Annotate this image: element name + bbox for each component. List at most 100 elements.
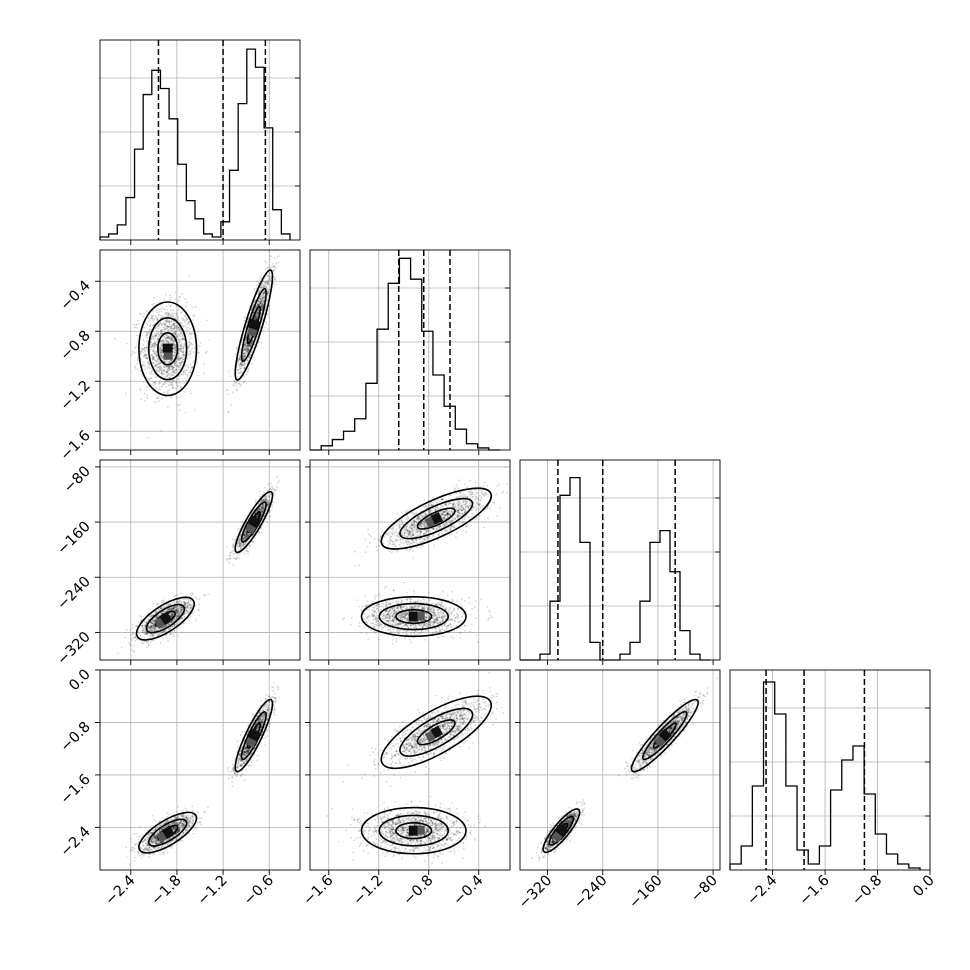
scatter-point [255,318,257,321]
scatter-point [160,305,163,308]
scatter-point [169,381,172,384]
scatter-point [261,305,264,308]
panel-frame [519,459,721,661]
scatter-point [175,334,178,337]
scatter-point [160,429,162,432]
scatter-point [243,363,246,365]
scatter-point [177,353,180,355]
scatter-point [190,371,192,374]
scatter-point [186,610,189,613]
scatter-point [267,290,270,293]
scatter-point [180,386,183,389]
scatter-point [153,296,156,299]
scatter-point [166,365,169,368]
scatter-point [244,349,247,352]
scatter-point [176,318,179,321]
scatter-point [143,399,146,402]
scatter-point [164,630,167,633]
scatter-point [167,325,170,328]
scatter-point [172,620,175,623]
scatter-point [172,327,175,330]
scatter-point [169,327,172,330]
scatter-point [143,313,145,315]
scatter-point [247,344,249,347]
scatter-point [146,394,148,397]
scatter-point [229,375,232,378]
scatter-point [148,627,151,630]
scatter-point [150,353,153,356]
scatter-point [254,314,257,316]
scatter-point [161,356,164,358]
scatter-point [182,600,185,603]
scatter-point [236,385,238,388]
scatter-point [153,625,156,628]
scatter-point [168,329,170,331]
scatter-point [168,336,170,339]
scatter-point [128,641,131,644]
scatter-point [189,603,192,606]
scatter-point [188,335,190,338]
scatter-point [182,370,185,373]
scatter-point [189,615,191,618]
scatter-point [157,634,160,636]
scatter-point [139,350,142,353]
scatter-point [171,313,174,316]
scatter-point [248,356,251,359]
scatter-point [182,372,185,374]
scatter-point [186,322,189,325]
scatter-point [190,342,193,345]
scatter-point [146,628,149,630]
scatter-point [158,345,161,348]
scatter-point [159,361,162,364]
scatter-point [174,343,177,346]
scatter-point [172,366,175,368]
scatter-point [238,358,241,361]
scatter-point [260,341,263,344]
scatter-point [248,348,251,351]
scatter-point [174,608,177,611]
scatter-point [160,370,163,373]
scatter-point [153,365,155,368]
scatter-point [237,369,240,371]
scatter-point [245,347,248,350]
scatter-point [153,342,156,345]
scatter-point [151,344,154,347]
scatter-point [261,298,263,301]
scatter-point [152,634,155,637]
scatter-point [254,316,257,319]
scatter-point [246,351,249,354]
scatter-point [261,295,263,297]
scatter-point [165,325,168,328]
scatter-point [274,268,277,270]
scatter-point [243,366,245,369]
scatter-point [152,634,155,637]
scatter-point [148,320,151,323]
scatter-point [203,593,205,596]
y-tick-label: −0.8 [58,328,94,364]
scatter-point [173,362,176,364]
scatter-point [247,349,250,351]
scatter-point [259,301,262,304]
scatter-point [245,342,247,344]
scatter-point [172,340,175,343]
scatter-point [191,612,194,614]
scatter-point [154,625,157,628]
scatter-point [155,611,158,613]
scatter-point [149,636,152,639]
density-peak [163,352,173,360]
scatter-point [130,639,133,642]
scatter-point [259,300,261,302]
scatter-point [260,303,263,306]
density-peak [247,318,261,331]
scatter-point [172,607,175,610]
scatter-point [260,295,263,298]
scatter-point [166,624,168,626]
scatter-point [161,637,164,640]
scatter-point [152,345,155,347]
scatter-point [143,628,146,631]
scatter-point [179,599,182,602]
scatter-point [251,340,254,343]
scatter-point [184,602,186,605]
scatter-point [187,352,190,355]
scatter-point [157,366,160,369]
